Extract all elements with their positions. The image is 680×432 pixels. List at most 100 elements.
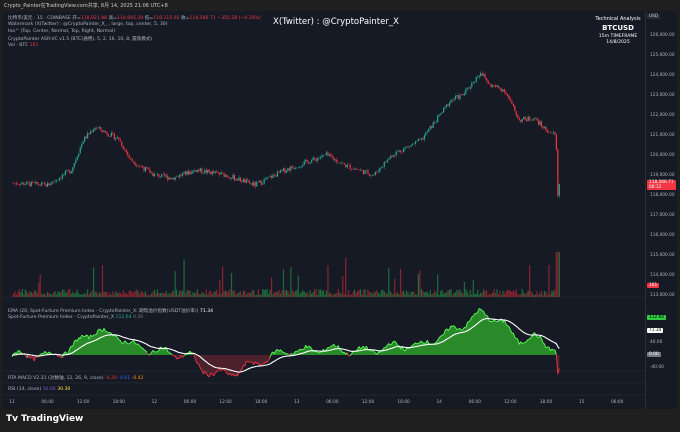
candle — [368, 173, 371, 176]
candle — [144, 167, 147, 172]
candle — [135, 165, 138, 166]
candle — [456, 95, 458, 97]
volume-bar — [505, 291, 507, 297]
premium-line-segment — [459, 328, 462, 331]
volume-bar — [143, 293, 145, 297]
candle — [494, 85, 497, 87]
candle — [106, 132, 108, 135]
candle — [417, 139, 420, 142]
volume-bar — [236, 293, 239, 297]
candle — [445, 104, 448, 107]
premium-line-segment — [247, 360, 250, 363]
candle — [20, 183, 22, 186]
candle — [517, 115, 519, 119]
volume-bar — [460, 292, 463, 297]
volume-bar — [471, 294, 473, 297]
candle — [496, 85, 498, 87]
candle — [58, 178, 61, 181]
volume-bar — [201, 292, 203, 297]
volume-bar — [112, 291, 114, 297]
volume-bar — [355, 292, 357, 297]
volume-bar — [435, 292, 437, 297]
premium-legend[interactable]: Spot-Furture Premium Index - CryptoPaint… — [8, 315, 143, 320]
volume-bar — [165, 290, 167, 297]
volume-bar — [217, 293, 219, 297]
premium-line-segment — [16, 350, 19, 355]
macd-legend[interactable]: RTA MACD V2.31 (对数轴, 12, 26, 9, close) -… — [8, 375, 144, 381]
premium-line-segment — [195, 360, 198, 364]
volume-bar — [275, 291, 277, 297]
volume-bar — [29, 290, 31, 297]
currency-label[interactable]: USD — [647, 14, 661, 19]
candle — [422, 138, 424, 140]
volume-bar — [284, 290, 286, 297]
volume-bar — [183, 259, 185, 297]
volume-bar — [186, 290, 188, 297]
premium-line-segment — [210, 372, 213, 375]
volume-bar — [27, 293, 29, 297]
volume-bar — [52, 292, 55, 297]
candle — [284, 168, 286, 173]
premium-line-segment — [378, 351, 381, 353]
premium-line-segment — [198, 363, 201, 369]
premium-line-segment — [124, 340, 127, 343]
premium-line-segment — [145, 350, 148, 353]
premium-line-segment — [297, 348, 301, 352]
volume-bar — [367, 289, 369, 297]
premium-line-segment — [410, 344, 413, 347]
volume-bar — [279, 293, 282, 297]
candle — [293, 167, 295, 169]
volume-bar — [402, 290, 405, 297]
premium-line-segment — [96, 329, 99, 335]
premium-line-segment — [79, 335, 83, 339]
volume-bar — [245, 294, 247, 297]
volume-bar — [15, 294, 18, 297]
premium-line-segment — [220, 368, 223, 372]
chart-frame[interactable]: 比特币/美元 · 15 · COINBASE 开=118,921.98 高=11… — [3, 11, 677, 409]
volume-bar — [303, 291, 305, 297]
volume-bar — [81, 294, 83, 297]
volume-bar — [518, 294, 520, 297]
asr-legend[interactable]: CryptoPainter ASR-VC v1.5 (BTC(通用), 5, 2… — [8, 37, 153, 42]
candle — [54, 181, 56, 182]
tradingview-logo[interactable]: 𝗧𝘃 TradingView — [6, 414, 83, 424]
volume-bar — [515, 289, 517, 297]
volume-bar — [97, 294, 99, 297]
premium-line-segment — [194, 355, 197, 361]
premium-line-segment — [471, 315, 474, 318]
volume-bar — [472, 279, 474, 297]
candle — [367, 170, 369, 174]
volume-bar — [205, 289, 207, 297]
txo-legend[interactable]: txo^ (Top, Center, Normal, Top, Right, N… — [8, 29, 115, 34]
volume-bar — [548, 264, 550, 297]
volume-legend[interactable]: Vol · BTC 161 — [8, 43, 38, 48]
ema-legend[interactable]: EMA (20, Spot-Furture Premium Index - Cr… — [8, 308, 213, 314]
candle — [195, 170, 197, 172]
premium-line-segment — [308, 345, 311, 348]
volume-bar — [311, 293, 313, 297]
candle — [557, 149, 559, 196]
rsi-legend[interactable]: RSI (14, close) 16.66 30.30 — [8, 387, 70, 392]
volume-bar — [558, 252, 560, 297]
candle — [247, 179, 249, 181]
watermark-legend[interactable]: Watermark (X(Twitter) : @CryptoPainter_X… — [8, 22, 168, 27]
chart-canvas[interactable] — [3, 11, 645, 409]
premium-line-segment — [76, 337, 80, 342]
candle — [319, 157, 322, 159]
volume-bar — [459, 289, 461, 297]
premium-line-segment — [472, 313, 476, 317]
candle — [165, 175, 167, 177]
price-axis[interactable]: USD 126,000.00 125,000.00 124,000.00 123,00… — [645, 11, 677, 409]
volume-bar — [216, 290, 218, 297]
volume-bar — [287, 291, 289, 297]
premium-line-segment — [512, 332, 516, 338]
volume-bar — [147, 294, 150, 297]
volume-bar — [484, 290, 486, 297]
premium-line-segment — [333, 344, 336, 348]
candle — [425, 132, 427, 136]
premium-line-segment — [66, 352, 69, 355]
symbol-legend[interactable]: 比特币/美元 · 15 · COINBASE 开=118,921.98 高=11… — [8, 15, 261, 21]
candle — [224, 175, 227, 177]
macd-v1: -0.20 — [104, 376, 117, 381]
volume-bar — [483, 289, 485, 297]
